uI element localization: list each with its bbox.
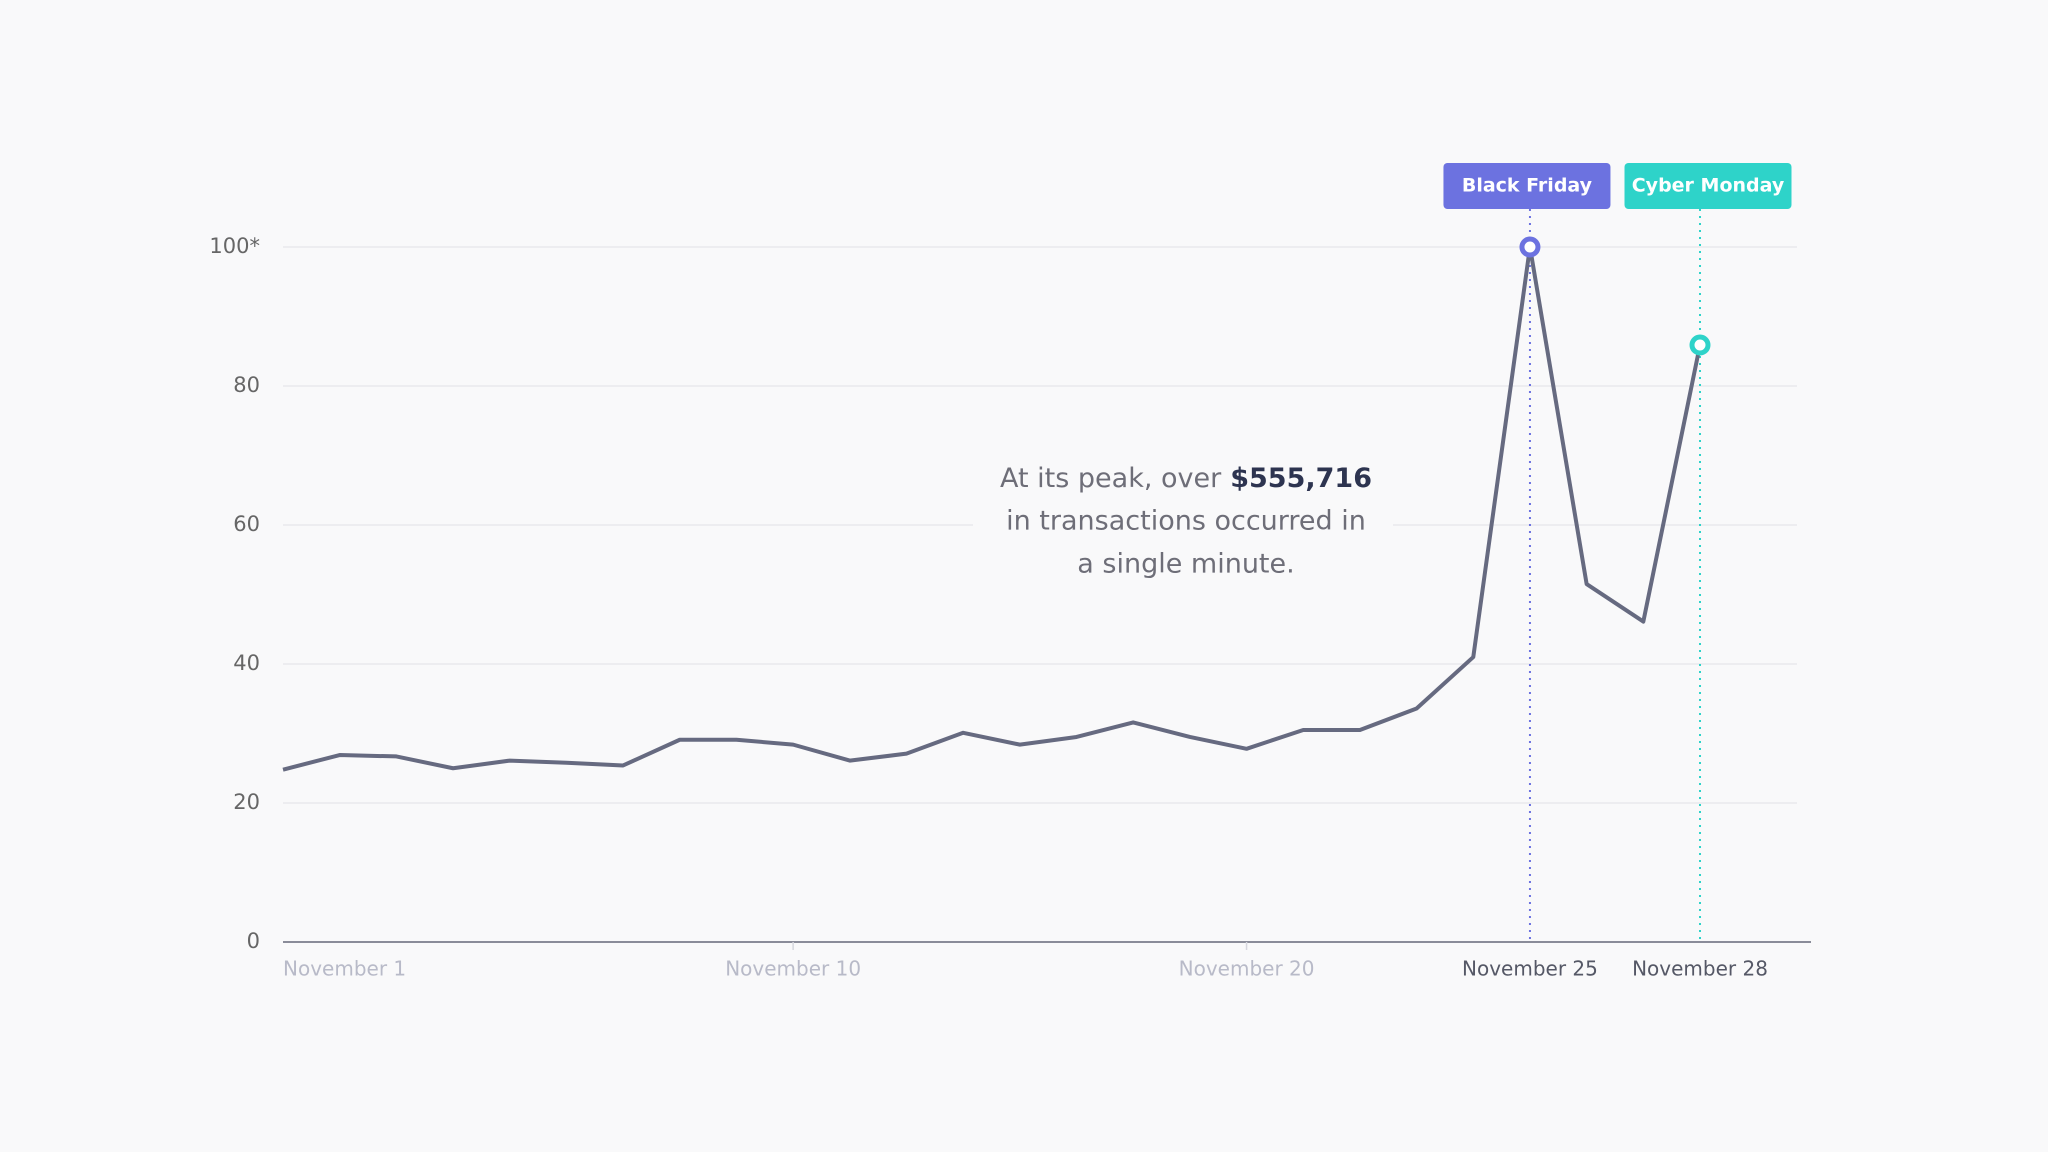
annotation-text: At its peak, over <box>1000 463 1222 494</box>
event-badge <box>1443 163 1611 209</box>
x-tick-label: November 25 <box>1462 957 1598 981</box>
event-point <box>1519 236 1541 258</box>
y-tick-label: 20 <box>233 790 260 814</box>
x-tick-label: November 1 <box>283 957 406 981</box>
y-tick-label: 80 <box>233 373 260 397</box>
annotation-highlight: $555,716 <box>1230 463 1372 494</box>
y-tick-label: 100* <box>209 234 260 258</box>
y-tick-label: 60 <box>233 512 260 536</box>
series-line <box>282 245 1702 772</box>
y-tick-label: 0 <box>247 929 260 953</box>
x-tick-label: November 10 <box>725 957 861 981</box>
event-label: Cyber Monday <box>1632 175 1785 197</box>
event-badge <box>1624 163 1792 209</box>
x-tick-label: November 20 <box>1179 957 1315 981</box>
event-point <box>1689 334 1711 356</box>
annotation-background <box>973 455 1393 590</box>
x-tick-label: November 28 <box>1632 957 1768 981</box>
annotation: At its peak, over $555,716 <box>1000 463 1372 494</box>
event-label: Black Friday <box>1462 175 1593 197</box>
annotation-line: in transactions occurred in <box>1006 506 1366 537</box>
annotation-line: a single minute. <box>1077 549 1294 580</box>
y-tick-label: 40 <box>233 651 260 675</box>
